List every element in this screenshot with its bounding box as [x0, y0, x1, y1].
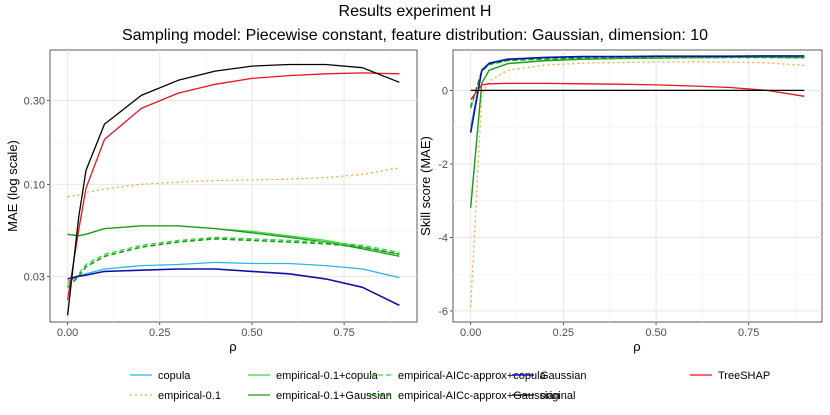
mae-line-empirical-0-1 — [67, 167, 400, 198]
skill-line-gaussian — [469, 55, 805, 133]
legend-label-empirical-0-1: empirical-0.1 — [158, 390, 221, 402]
figure-subtitle: Sampling model: Piecewise constant, feat… — [122, 27, 708, 44]
skill-line-empirical-aicc-approx-copula — [470, 56, 805, 109]
legend: copula empirical-0.1 empirical-0.1+copula e… — [130, 370, 770, 402]
mae-line-copula — [67, 261, 400, 283]
skill-x-tick-label: 0.75 — [738, 327, 759, 339]
skill-y-tick-label: -6 — [438, 306, 448, 318]
mae-x-tick-label: 0.00 — [57, 327, 78, 339]
skill-x-tick-label: 0.00 — [460, 327, 481, 339]
mae-plot-area — [49, 49, 418, 323]
skill-tick-labels: 0.00 0.25 0.50 0.75 -6 -4 -2 0 — [438, 85, 759, 339]
mae-panel: 0.00 0.25 0.50 0.75 0.03 0.10 0.30 ρ MAE (log … — [5, 49, 418, 354]
skill-plot-area — [452, 49, 823, 323]
skill-series-lines — [469, 55, 805, 308]
mae-x-axis-label: ρ — [229, 339, 236, 354]
skill-y-tick-label: -2 — [438, 159, 448, 171]
legend-label-treeshap: TreeSHAP — [718, 370, 770, 382]
skill-gridlines — [453, 50, 822, 322]
mae-line-empirical-aicc-approx-copula — [67, 236, 400, 285]
mae-x-tick-label: 0.75 — [333, 327, 354, 339]
skill-x-axis-label: ρ — [633, 339, 640, 354]
legend-label-copula: copula — [158, 370, 191, 382]
mae-x-tick-label: 0.50 — [241, 327, 262, 339]
skill-panel: 0.00 0.25 0.50 0.75 -6 -4 -2 0 ρ Skill score (M… — [418, 49, 823, 354]
legend-label-empirical-0-1-copula: empirical-0.1+copula — [276, 370, 379, 382]
mae-y-tick-label: 0.30 — [24, 95, 45, 107]
legend-label-empirical-aicc-approx-copula: empirical-AICc-approx+copula — [398, 370, 547, 382]
mae-line-empirical-aicc-approx-gaussian — [67, 238, 400, 288]
mae-line-original — [66, 63, 400, 316]
legend-label-empirical-0-1-gaussian: empirical-0.1+Gaussian — [276, 390, 392, 402]
skill-y-tick-label: 0 — [442, 85, 448, 97]
legend-label-original: original — [540, 390, 575, 402]
legend-label-gaussian: Gaussian — [540, 370, 586, 382]
legend-label-empirical-aicc-approx-gaussian: empirical-AICc-approx+Gaussian — [398, 390, 560, 402]
mae-tick-labels: 0.00 0.25 0.50 0.75 0.03 0.10 0.30 — [24, 95, 355, 339]
mae-series-lines — [66, 63, 400, 316]
mae-line-empirical-0-1-gaussian — [67, 225, 400, 257]
skill-line-treeshap — [470, 82, 805, 100]
skill-y-tick-label: -4 — [438, 232, 448, 244]
skill-x-tick-label: 0.25 — [553, 327, 574, 339]
skill-y-axis-label: Skill score (MAE) — [418, 136, 433, 236]
mae-x-tick-label: 0.25 — [149, 327, 170, 339]
mae-y-tick-label: 0.03 — [24, 271, 45, 283]
skill-x-tick-label: 0.50 — [645, 327, 666, 339]
mae-y-tick-label: 0.10 — [24, 179, 45, 191]
mae-line-treeshap — [66, 72, 400, 301]
mae-line-gaussian — [67, 268, 400, 307]
figure-title: Results experiment H — [339, 3, 492, 20]
mae-y-axis-label: MAE (log scale) — [5, 140, 20, 232]
